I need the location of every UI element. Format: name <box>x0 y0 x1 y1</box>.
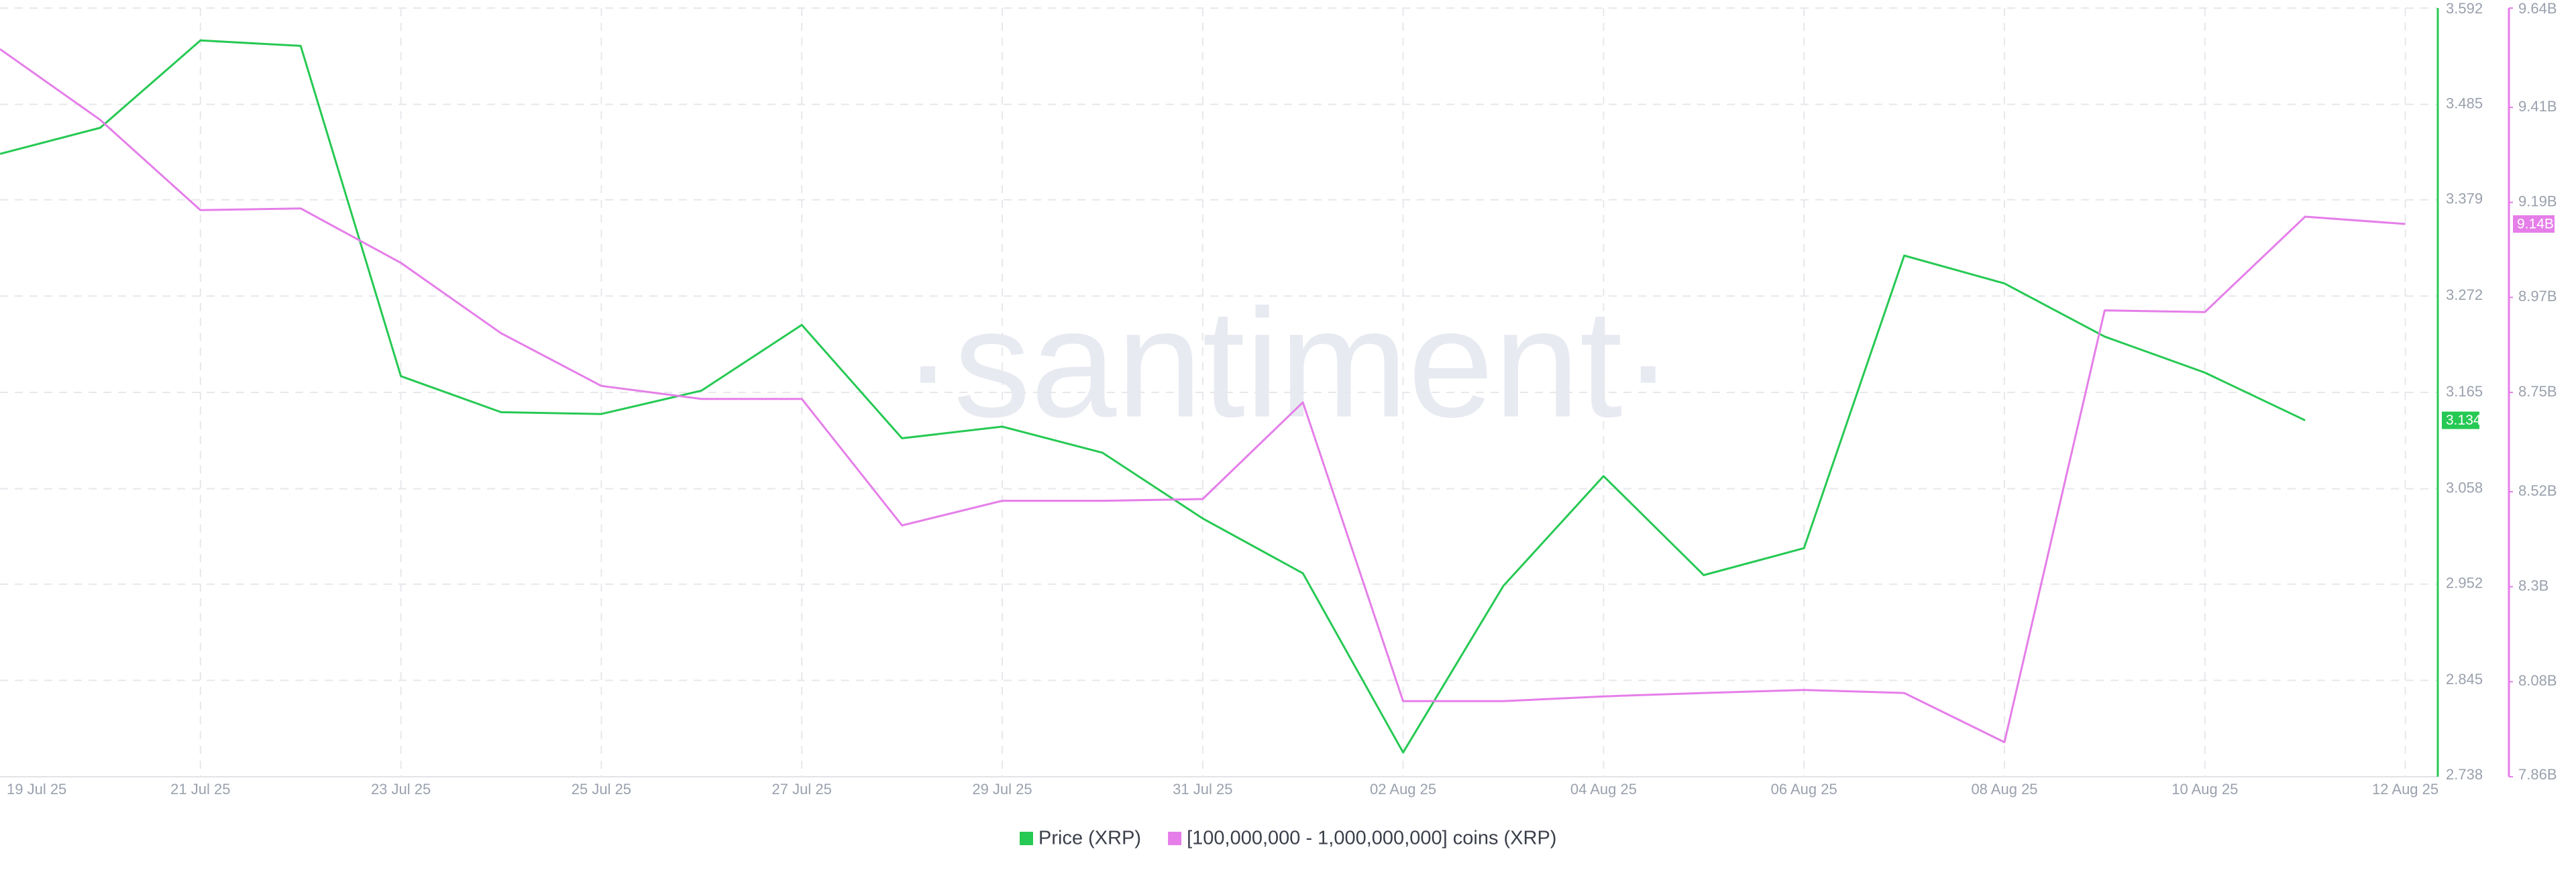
legend: Price (XRP) [100,000,000 - 1,000,000,000]… <box>1020 828 1556 849</box>
x-tick-label: 10 Aug 25 <box>2171 781 2238 798</box>
y2-tick-label: 8.3B <box>2518 578 2548 594</box>
y-tick-label: 2.952 <box>2446 575 2483 592</box>
y2-tick-label: 8.97B <box>2518 288 2557 305</box>
x-tick-label: 29 Jul 25 <box>972 781 1032 798</box>
y2-tick-label: 8.52B <box>2518 482 2557 499</box>
y-tick-label: 3.485 <box>2446 95 2483 111</box>
x-tick-label: 21 Jul 25 <box>170 781 230 798</box>
series-line <box>0 48 2406 743</box>
last-value-tag <box>2513 215 2555 233</box>
y-tick-label: 3.379 <box>2446 190 2483 207</box>
series-line <box>0 39 2306 754</box>
y-tick-label: 3.165 <box>2446 383 2483 400</box>
x-tick-label: 25 Jul 25 <box>572 781 631 798</box>
x-tick-label: 31 Jul 25 <box>1173 781 1232 798</box>
y2-tick-label: 8.75B <box>2518 383 2557 400</box>
y2-tick-label: 8.08B <box>2518 672 2557 689</box>
y2-tick-label: 9.41B <box>2518 98 2557 115</box>
x-tick-label: 08 Aug 25 <box>1971 781 2037 798</box>
legend-swatch <box>1168 832 1182 845</box>
y2-tick-label: 7.86B <box>2518 766 2557 783</box>
x-tick-label: 27 Jul 25 <box>772 781 832 798</box>
y2-tick-label: 9.64B <box>2518 0 2557 17</box>
x-tick-label: 02 Aug 25 <box>1370 781 1436 798</box>
legend-swatch <box>1020 832 1033 845</box>
legend-label: Price (XRP) <box>1038 828 1141 849</box>
last-value-label: 9.14B <box>2517 216 2554 231</box>
y-tick-label: 3.272 <box>2446 286 2483 303</box>
x-tick-label: 06 Aug 25 <box>1771 781 1837 798</box>
last-value-tag <box>2442 411 2479 429</box>
y-tick-label: 3.058 <box>2446 479 2483 496</box>
last-value-label: 3.134 <box>2446 413 2481 428</box>
x-tick-label: 12 Aug 25 <box>2372 781 2438 798</box>
y2-tick-label: 9.19B <box>2518 193 2557 210</box>
x-tick-label: 04 Aug 25 <box>1570 781 1637 798</box>
y-tick-label: 2.738 <box>2446 766 2483 783</box>
y-tick-label: 3.592 <box>2446 0 2483 17</box>
x-tick-label: 23 Jul 25 <box>371 781 431 798</box>
x-tick-label: 19 Jul 25 <box>7 781 66 798</box>
legend-label: [100,000,000 - 1,000,000,000] coins (XRP… <box>1187 828 1556 849</box>
watermark: ·santiment· <box>902 277 1674 449</box>
y-tick-label: 2.845 <box>2446 671 2483 688</box>
